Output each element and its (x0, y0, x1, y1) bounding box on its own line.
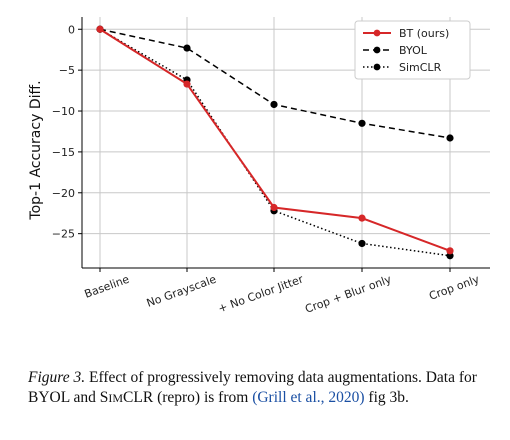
data-point (270, 100, 278, 109)
grid-lines (82, 17, 490, 268)
caption-text-2: CLR (repro) is from (123, 389, 253, 406)
y-axis-label: Top-1 Accuracy Diff. (28, 80, 44, 220)
data-point (183, 80, 191, 88)
legend-label: BYOL (399, 44, 428, 57)
series-bt-ours (96, 25, 454, 255)
legend-label: SimCLR (399, 61, 442, 74)
legend-swatch-marker (373, 46, 381, 54)
legend: BT (ours) BYOL SimCLR (354, 20, 471, 80)
x-tick-label: + No Color Jitter (216, 272, 305, 315)
axes (81, 17, 490, 269)
data-point (358, 119, 366, 127)
caption-reference-link[interactable]: (Grill et al., 2020) (252, 389, 365, 406)
x-tick-label: No Grayscale (145, 273, 218, 310)
chart: 0 −5 −10 −15 −20 −25 Baseline No Grayscale+ No… (28, 17, 490, 316)
y-tick-label: −10 (52, 105, 75, 118)
data-point (183, 44, 191, 52)
series-layer (96, 25, 454, 260)
legend-swatch-marker (373, 29, 381, 37)
y-tick-label: 0 (68, 23, 75, 36)
series-line (99, 28, 451, 257)
caption-simclr-small-caps: IM (108, 391, 124, 405)
figure-caption: Figure 3. Effect of progressively removi… (28, 368, 504, 408)
x-ticks: Baseline No Grayscale+ No Color JitterCro… (83, 268, 481, 316)
y-tick-label: −25 (52, 228, 75, 241)
caption-text-3: fig 3b. (364, 389, 409, 406)
x-tick-label: Crop + Blur only (303, 272, 393, 315)
x-tick-label: Baseline (83, 273, 131, 301)
data-point (358, 214, 366, 222)
data-point (358, 239, 366, 248)
data-point (446, 134, 454, 142)
x-tick-label: Crop only (427, 272, 481, 302)
data-point (446, 247, 454, 255)
data-point (270, 203, 278, 212)
legend-label: BT (ours) (399, 27, 449, 40)
y-tick-label: −20 (52, 187, 75, 200)
caption-figure-label: Figure 3. (28, 369, 86, 386)
legend-frame (354, 20, 471, 80)
legend-swatch-marker (373, 63, 381, 71)
caption-text-1: Effect of progressively removing data au… (28, 369, 477, 406)
y-tick-label: −15 (52, 146, 75, 159)
data-point (96, 25, 104, 33)
y-tick-label: −5 (59, 64, 75, 77)
y-ticks: 0 −5 −10 −15 −20 −25 (52, 23, 82, 241)
